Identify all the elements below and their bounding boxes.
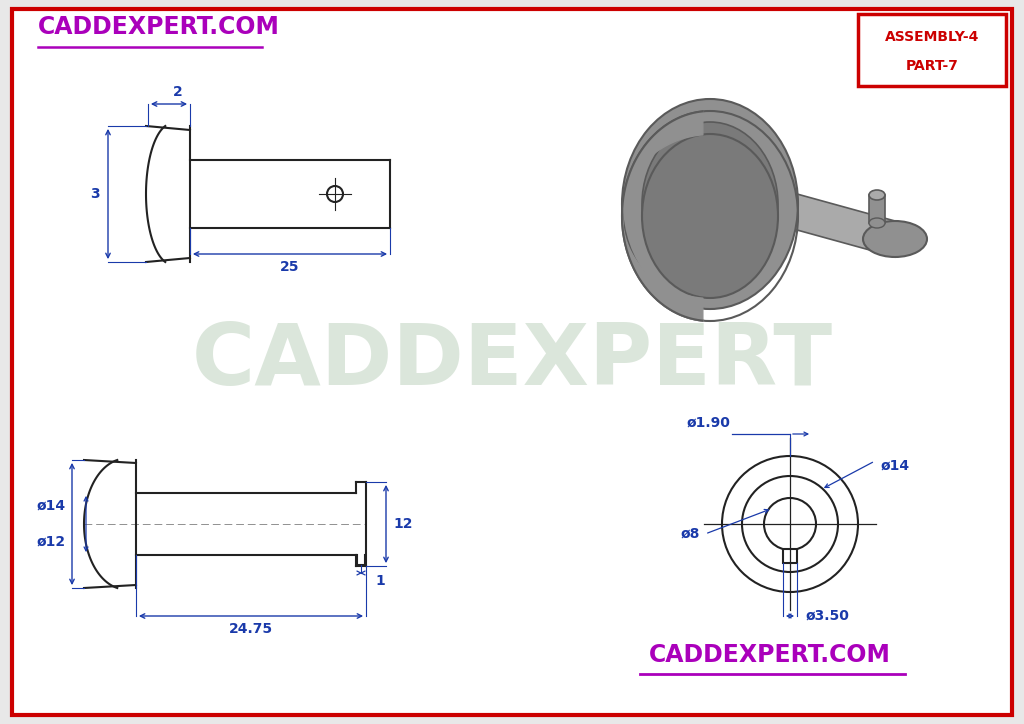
- Bar: [858, 14, 1006, 86]
- Text: CADDEXPERT.COM: CADDEXPERT.COM: [38, 15, 280, 39]
- Text: ø14: ø14: [880, 459, 909, 473]
- Text: CADDEXPERT: CADDEXPERT: [191, 321, 833, 403]
- Text: ø1.90: ø1.90: [686, 416, 730, 430]
- Text: ASSEMBLY-4: ASSEMBLY-4: [885, 30, 979, 44]
- Text: ø14: ø14: [37, 499, 66, 513]
- Ellipse shape: [642, 134, 778, 298]
- Text: 1: 1: [375, 574, 385, 588]
- Bar: [783, 549, 797, 563]
- Text: ø12: ø12: [37, 535, 66, 549]
- Text: 24.75: 24.75: [229, 622, 273, 636]
- Text: 12: 12: [393, 517, 413, 531]
- Ellipse shape: [869, 218, 885, 228]
- Ellipse shape: [622, 99, 798, 309]
- Circle shape: [764, 498, 816, 550]
- Text: ø8: ø8: [681, 527, 700, 541]
- Polygon shape: [869, 195, 885, 223]
- Text: 2: 2: [173, 85, 183, 99]
- Circle shape: [722, 456, 858, 592]
- Text: 3: 3: [90, 187, 100, 201]
- Circle shape: [742, 476, 838, 572]
- Ellipse shape: [863, 221, 927, 257]
- Ellipse shape: [642, 122, 778, 286]
- Text: PART-7: PART-7: [905, 59, 958, 73]
- Text: 25: 25: [281, 260, 300, 274]
- Ellipse shape: [869, 190, 885, 200]
- Text: ø3.50: ø3.50: [805, 609, 849, 623]
- Polygon shape: [768, 186, 895, 257]
- Text: CADDEXPERT.COM: CADDEXPERT.COM: [649, 643, 891, 667]
